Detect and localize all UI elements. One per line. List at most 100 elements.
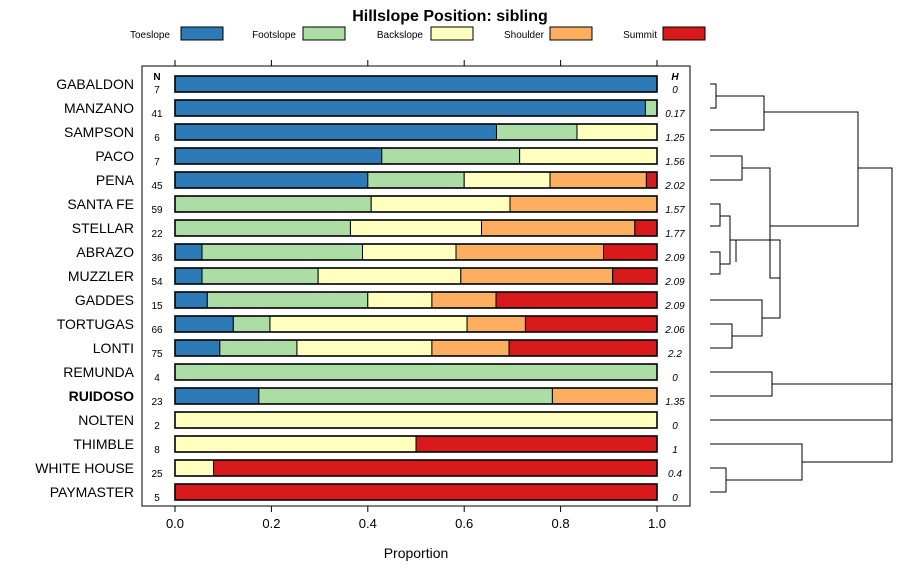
bar-outline [174,147,658,165]
chart-title: Hillslope Position: sibling [352,8,548,25]
row-label: REMUNDA [63,364,134,380]
bar-segment-footslope [367,171,465,189]
bar-row: SANTA FE 59 1.57 [67,195,685,216]
bar-segment-shoulder [549,171,647,189]
bar-outline [174,411,658,429]
bar-segment-toeslope [174,387,260,405]
bar-segment-summit [174,483,658,501]
bar-row: NOLTEN 2 0 [78,411,678,432]
bar-segment-toeslope [174,291,208,309]
bar-outline [174,291,658,309]
row-label: MUZZLER [68,268,134,284]
bar-outline [174,339,658,357]
n-value: 7 [154,157,160,168]
n-column-header: N [153,72,160,83]
bar-outline [174,267,658,285]
row-label: GABALDON [56,76,134,92]
row-label: THIMBLE [73,436,134,452]
bar-segment-backslope [174,411,658,429]
bar-outline [174,123,658,141]
n-value: 41 [151,109,163,120]
n-value: 36 [151,253,163,264]
bar-segment-backslope [296,339,433,357]
bar-segment-summit [415,435,658,453]
bar-segment-footslope [381,147,521,165]
dendro-link [764,111,859,226]
bar-segment-summit [213,459,658,477]
n-value: 22 [151,229,163,240]
n-value: 15 [151,301,163,312]
bar-segment-footslope [219,339,298,357]
bar-segment-footslope [206,291,369,309]
x-axis: 0.0 0.2 0.4 0.6 0.8 1.0 [166,60,666,531]
bar-segment-toeslope [174,267,203,285]
x-tick-label: 0.0 [166,516,184,531]
bar-outline [174,219,658,237]
row-label: LONTI [93,340,134,356]
x-tick-label: 0.6 [455,516,473,531]
legend-label-footslope: Footslope [252,30,296,41]
bar-segment-footslope [174,195,372,213]
dendro-link [710,83,717,109]
h-value: 1 [672,445,678,456]
bar-row: PENA 45 2.02 [96,171,685,192]
dendrogram [710,83,893,493]
bar-segment-toeslope [174,147,383,165]
bar-outline [174,483,658,501]
n-value: 6 [154,133,160,144]
x-tick-label: 0.8 [552,516,570,531]
bar-segment-backslope [317,267,462,285]
bar-segment-backslope [174,459,215,477]
row-label: PAYMASTER [50,484,134,500]
bar-segment-shoulder [481,219,636,237]
h-value: 2.02 [664,181,685,192]
bar-segment-footslope [258,387,553,405]
legend: Toeslope Footslope Backslope Shoulder Summit [130,26,706,41]
n-value: 4 [154,373,160,384]
bar-segment-shoulder [455,243,604,261]
bar-row: PAYMASTER 5 0 [50,483,678,504]
row-label: TORTUGAS [57,316,134,332]
h-value: 2.06 [664,325,685,336]
n-value: 7 [154,85,160,96]
bar-segment-summit [645,171,658,189]
plot-frame [141,65,691,507]
h-value: 1.35 [665,397,685,408]
h-value: 2.09 [664,301,685,312]
bar-segment-shoulder [466,315,526,333]
bar-outline [174,243,658,261]
bar-row: LONTI 75 2.2 [93,339,682,360]
row-label: ABRAZO [76,244,134,260]
dendro-link [710,95,765,131]
row-label: GADDES [75,292,134,308]
n-value: 75 [151,349,163,360]
n-value: 59 [151,205,163,216]
h-column-header: H [671,72,679,83]
row-label: PACO [95,148,134,164]
h-value: 1.25 [665,133,685,144]
n-value: 66 [151,325,163,336]
h-value: 2.2 [667,349,682,360]
bar-segment-footslope [232,315,271,333]
h-value: 2.09 [664,253,685,264]
bar-outline [174,195,658,213]
bar-segment-footslope [174,363,658,381]
h-value: 0.17 [665,109,685,120]
legend-label-shoulder: Shoulder [504,30,545,41]
bar-segment-backslope [349,219,483,237]
row-label: WHITE HOUSE [35,460,134,476]
h-value: 0.4 [668,469,682,480]
bar-outline [174,435,658,453]
bar-row: STELLAR 22 1.77 [72,219,685,240]
bar-outline [174,363,658,381]
bar-segment-footslope [644,99,658,117]
h-value: 1.57 [665,205,685,216]
bar-segment-footslope [174,219,351,237]
bar-segment-toeslope [174,339,221,357]
dendro-link [710,203,721,227]
h-value: 1.77 [665,229,685,240]
row-label: PENA [96,172,135,188]
row-label: STELLAR [72,220,134,236]
h-value: 2.09 [664,277,685,288]
bar-segment-summit [634,219,658,237]
